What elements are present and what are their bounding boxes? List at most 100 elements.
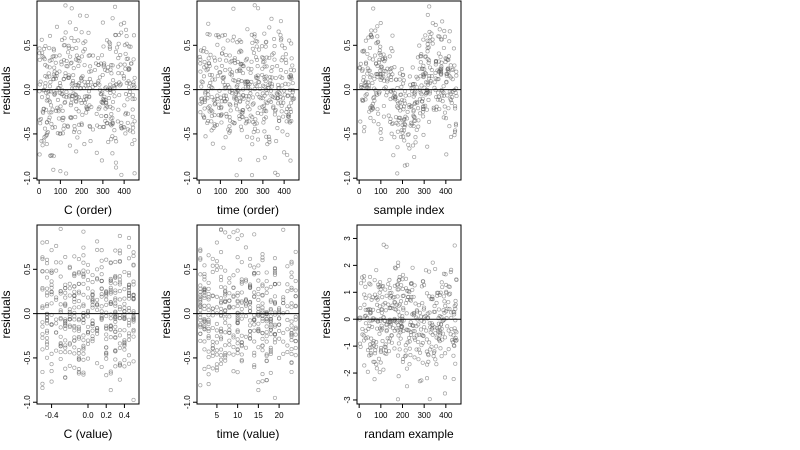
data-point — [231, 345, 236, 350]
data-point — [281, 339, 286, 344]
data-point — [252, 328, 257, 333]
data-point — [363, 307, 368, 312]
data-point — [293, 314, 298, 319]
data-point — [293, 345, 298, 351]
x-tick-label: 0 — [357, 411, 362, 420]
data-point — [358, 119, 363, 124]
x-tick-label: 400 — [117, 187, 131, 196]
data-point — [206, 295, 211, 300]
data-point — [117, 345, 122, 351]
data-point — [227, 338, 232, 343]
data-point — [277, 328, 282, 333]
data-point — [103, 106, 108, 111]
data-point — [239, 339, 244, 345]
data-point — [403, 348, 408, 353]
data-point — [40, 255, 45, 260]
data-point — [117, 289, 122, 294]
data-point — [105, 65, 111, 70]
data-point — [122, 296, 127, 301]
data-point — [434, 300, 439, 306]
data-point — [126, 361, 132, 366]
data-point — [418, 327, 424, 332]
y-tick-label: -0.5 — [343, 126, 352, 140]
data-point — [100, 20, 105, 25]
data-point — [198, 57, 203, 62]
data-point — [427, 74, 432, 79]
data-point — [365, 66, 370, 71]
data-point — [268, 325, 273, 330]
data-point — [76, 289, 81, 294]
data-point — [118, 62, 123, 67]
data-point — [451, 353, 456, 358]
data-point — [403, 114, 408, 119]
data-point — [76, 355, 81, 360]
data-point — [223, 343, 228, 348]
data-point — [436, 290, 441, 295]
data-point — [210, 293, 215, 298]
data-point — [206, 329, 211, 334]
data-point — [63, 343, 68, 348]
data-point — [227, 323, 232, 328]
data-point — [130, 92, 136, 98]
data-point — [289, 338, 294, 343]
data-point — [107, 40, 112, 45]
data-point — [260, 282, 265, 287]
data-point — [206, 326, 211, 331]
data-point — [446, 347, 451, 352]
data-point — [260, 305, 265, 310]
data-point — [450, 338, 455, 343]
data-point — [376, 39, 381, 44]
data-point — [126, 92, 132, 97]
data-point — [234, 173, 239, 178]
data-point — [454, 69, 459, 74]
data-point — [452, 343, 457, 349]
data-point — [60, 118, 65, 123]
data-point — [397, 77, 402, 82]
data-point — [453, 361, 458, 366]
data-point — [115, 119, 120, 124]
y-axis-title: residuals — [159, 66, 173, 114]
data-point — [223, 285, 228, 290]
data-point — [239, 300, 244, 305]
data-point — [217, 57, 222, 62]
data-point — [52, 65, 57, 70]
data-point — [235, 321, 240, 326]
data-point — [126, 291, 132, 296]
data-point — [405, 132, 410, 137]
data-point — [281, 330, 286, 335]
data-point — [252, 363, 257, 368]
data-point — [400, 123, 405, 128]
data-point — [90, 53, 96, 58]
y-tick-label: -0.5 — [183, 126, 192, 140]
data-point — [205, 120, 210, 126]
data-point — [283, 81, 288, 86]
data-point — [210, 256, 215, 261]
data-point — [392, 317, 397, 323]
data-point — [275, 92, 280, 97]
data-point — [62, 123, 67, 128]
data-point — [73, 27, 78, 32]
data-point — [378, 44, 383, 49]
data-point — [85, 331, 91, 336]
data-point — [99, 158, 104, 163]
data-point — [81, 260, 86, 265]
data-point — [227, 115, 232, 120]
data-point — [62, 94, 67, 99]
data-point — [87, 103, 92, 108]
data-point — [376, 111, 381, 116]
points — [357, 242, 459, 402]
data-point — [262, 129, 267, 134]
data-point — [113, 296, 118, 301]
data-point — [370, 101, 375, 106]
data-point — [398, 100, 403, 105]
data-point — [42, 126, 48, 131]
data-point — [64, 95, 69, 100]
data-point — [49, 282, 54, 287]
data-point — [425, 80, 430, 85]
data-point — [262, 108, 267, 114]
data-point — [445, 324, 450, 329]
data-point — [365, 348, 371, 353]
data-point — [423, 80, 429, 85]
data-point — [380, 295, 385, 300]
data-point — [117, 316, 122, 321]
